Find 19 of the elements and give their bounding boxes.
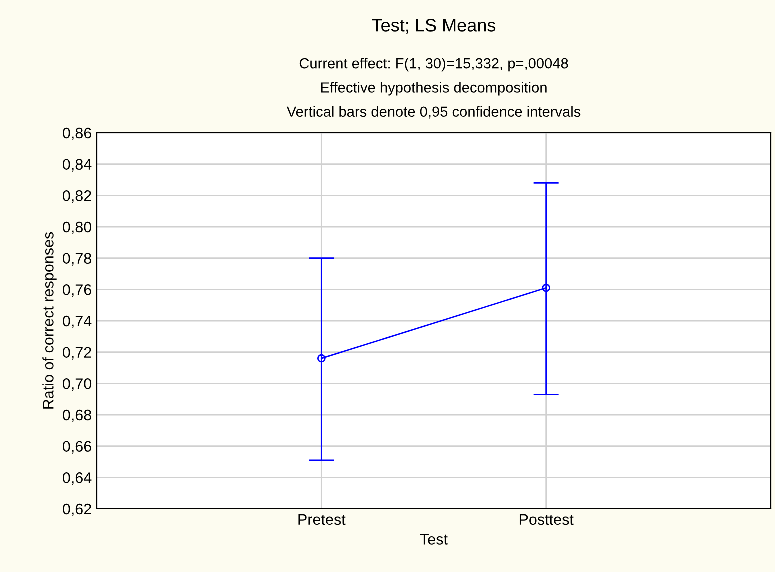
y-tick-label: 0,68 [63, 410, 92, 422]
chart-title: Test; LS Means [372, 19, 496, 34]
y-tick-label: 0,72 [63, 347, 92, 360]
y-tick-label: 0,70 [63, 378, 92, 392]
y-tick-label: 0,86 [63, 128, 92, 140]
y-axis-title: Ratio of correct responses [42, 232, 57, 409]
y-tick-label: 0,62 [63, 504, 92, 516]
chart-subtitle: Current effect: F(1, 30)=15,332, p=,00048 Effective hypothesis decomposition Vertical bars denote 0,95 confidence intervals [286, 58, 581, 119]
y-tick-label: 0,80 [63, 222, 92, 234]
x-tick-label: Pretest [298, 514, 346, 526]
y-tick-label: 0,84 [63, 159, 92, 172]
y-tick-label: 0,64 [63, 472, 92, 486]
y-tick-label: 0,78 [63, 253, 92, 266]
x-tick-label: Posttest [520, 514, 574, 526]
y-tick-label: 0,74 [63, 316, 92, 328]
x-axis-title: Test [420, 534, 448, 545]
y-tick-label: 0,76 [63, 284, 92, 298]
y-tick-label: 0,66 [63, 441, 92, 454]
y-tick-label: 0,82 [63, 190, 92, 204]
